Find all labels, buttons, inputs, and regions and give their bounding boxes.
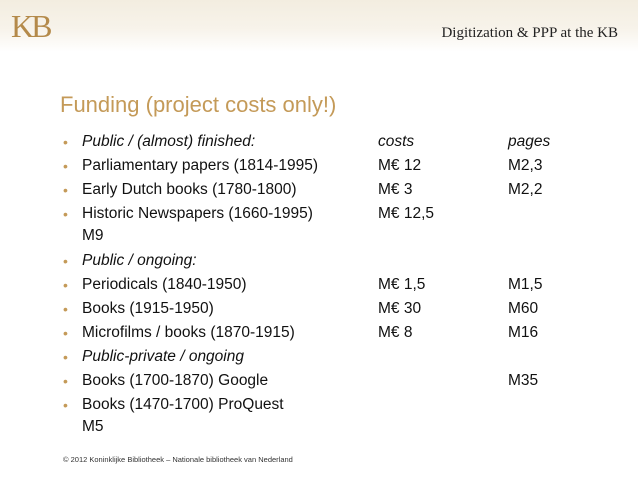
slide-title: Funding (project costs only!)	[60, 92, 337, 117]
bullet-icon: •	[63, 397, 68, 413]
bullet-row-early-dutch-books: • Early Dutch books (1780-1800) M€ 3 M2,…	[0, 179, 638, 203]
row-label: Public-private / ongoing	[82, 348, 244, 365]
bullet-row-microfilms: • Microfilms / books (1870-1915) M€ 8 M1…	[0, 322, 638, 346]
row-label: Historic Newspapers (1660-1995)	[82, 205, 313, 222]
row-pages: M60	[508, 300, 539, 317]
kb-logo: KB	[11, 8, 52, 44]
bullet-icon: •	[63, 349, 68, 365]
row-label: Parliamentary papers (1814-1995)	[82, 157, 319, 174]
row-pages: M16	[508, 324, 539, 341]
row-label: Public / (almost) finished:	[82, 133, 256, 150]
row-label: Microfilms / books (1870-1915)	[82, 324, 295, 341]
row-pages-wrapped: M9	[82, 227, 104, 244]
bullet-row-parliamentary-papers: • Parliamentary papers (1814-1995) M€ 12…	[0, 155, 638, 179]
bullet-row-books-google: • Books (1700-1870) Google M35	[0, 370, 638, 394]
bullet-row-books-proquest: • Books (1470-1700) ProQuest M5	[0, 394, 638, 441]
bullet-icon: •	[63, 301, 68, 317]
bullet-row-periodicals: • Periodicals (1840-1950) M€ 1,5 M1,5	[0, 274, 638, 298]
bullet-icon: •	[63, 134, 68, 150]
bullet-list: • Public / (almost) finished: costs page…	[0, 131, 638, 441]
row-label: Books (1470-1700) ProQuest	[82, 396, 284, 413]
footer-copyright: © 2012 Koninklijke Bibliotheek – Nationa…	[63, 455, 293, 464]
header-bar: KB Digitization & PPP at the KB	[0, 0, 638, 52]
row-costs: M€ 1,5	[378, 276, 426, 293]
row-pages: M2,3	[508, 157, 543, 174]
row-label: Periodicals (1840-1950)	[82, 276, 247, 293]
bullet-icon: •	[63, 373, 68, 389]
bullet-icon: •	[63, 325, 68, 341]
row-pages: M2,2	[508, 181, 543, 198]
row-pages-wrapped: M5	[82, 418, 104, 435]
bullet-icon: •	[63, 182, 68, 198]
row-label: Books (1700-1870) Google	[82, 372, 269, 389]
bullet-row-books-1915-1950: • Books (1915-1950) M€ 30 M60	[0, 298, 638, 322]
header-title: Digitization & PPP at the KB	[441, 25, 618, 41]
row-costs: M€ 30	[378, 300, 422, 317]
row-costs: M€ 8	[378, 324, 413, 341]
row-costs: M€ 12	[378, 157, 422, 174]
bullet-row-historic-newspapers: • Historic Newspapers (1660-1995) M€ 12,…	[0, 203, 638, 250]
row-label: Books (1915-1950)	[82, 300, 214, 317]
bullet-row-public-private: • Public-private / ongoing	[0, 346, 638, 370]
costs-column-header: costs	[378, 133, 415, 150]
bullet-row-public-finished: • Public / (almost) finished: costs page…	[0, 131, 638, 155]
row-pages: M35	[508, 372, 539, 389]
row-costs: M€ 12,5	[378, 205, 435, 222]
bullet-icon: •	[63, 206, 68, 222]
row-pages: M1,5	[508, 276, 543, 293]
bullet-icon: •	[63, 158, 68, 174]
bullet-icon: •	[63, 253, 68, 269]
row-label: Early Dutch books (1780-1800)	[82, 181, 297, 198]
row-costs: M€ 3	[378, 181, 413, 198]
bullet-icon: •	[63, 277, 68, 293]
row-label: Public / ongoing:	[82, 252, 197, 269]
bullet-row-public-ongoing: • Public / ongoing:	[0, 250, 638, 274]
pages-column-header: pages	[508, 133, 551, 150]
